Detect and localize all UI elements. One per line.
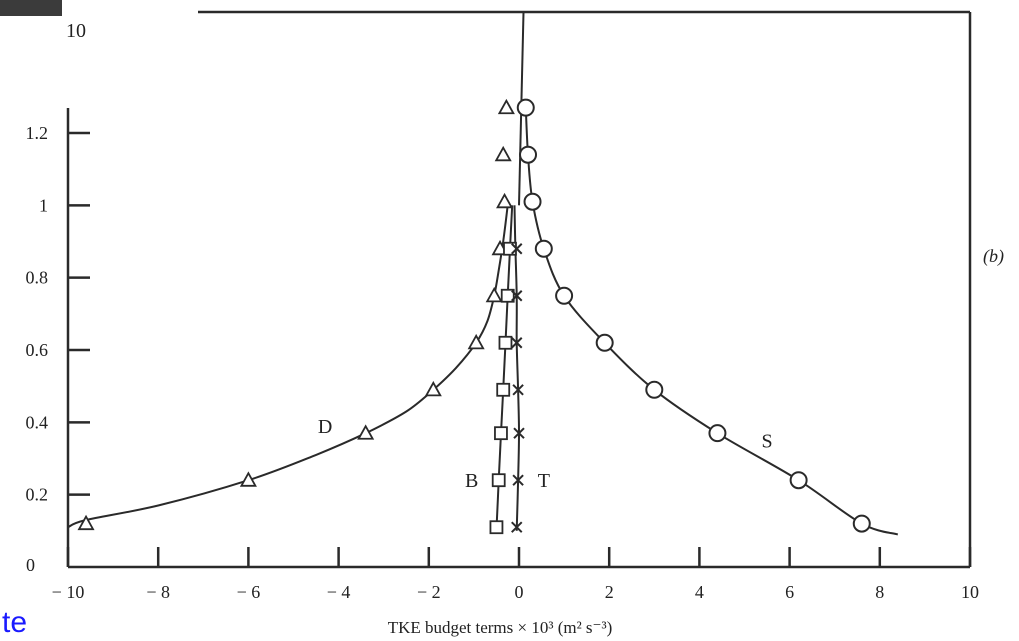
marker-d (357, 424, 375, 440)
marker-t (511, 243, 523, 255)
marker-d (467, 333, 485, 350)
curve-labels: D B T S (318, 416, 773, 492)
x-tick-label: 2 (605, 582, 614, 602)
curve-label-d: D (318, 416, 332, 438)
marker-b (500, 288, 515, 303)
curve-d (67, 205, 509, 529)
marker-b (496, 382, 511, 397)
marker-s (708, 424, 727, 443)
curves-layer (67, 11, 899, 536)
x-tick-label: 6 (785, 582, 794, 602)
marker-d (497, 98, 515, 115)
panel-label: (b) (983, 246, 1004, 267)
y-tick-label: 0.8 (26, 268, 49, 288)
marker-s (519, 145, 538, 164)
x-tick-label: 4 (695, 582, 704, 602)
marker-b (498, 335, 513, 350)
y-tick-label: 0.6 (26, 340, 49, 360)
marker-s (534, 239, 553, 258)
marker-d (485, 286, 503, 303)
x-tick-label: 10 (961, 582, 979, 602)
marker-s (645, 380, 664, 399)
marker-b (494, 426, 508, 441)
x-tick-label: − 8 (146, 582, 170, 602)
cropped-figure-fragment (0, 0, 62, 16)
x-tick-label: − 10 (52, 582, 85, 602)
marker-t (511, 337, 523, 349)
x-tick-label: 8 (875, 582, 884, 602)
y-tick-label: 1 (39, 195, 48, 215)
marker-d (239, 471, 257, 487)
marker-t (513, 427, 525, 439)
y-tick-label: 0.2 (26, 485, 49, 505)
marker-b (491, 473, 506, 488)
markers-layer (77, 98, 871, 535)
x-tick-label: − 4 (327, 582, 351, 602)
marker-b (489, 520, 504, 535)
marker-d (494, 145, 512, 162)
y-tick-label: 0 (26, 555, 35, 575)
y-tick-label: 0.4 (26, 412, 49, 432)
marker-t (511, 290, 523, 302)
marker-t (511, 521, 523, 533)
curve-s (524, 107, 899, 536)
x-tick-label: − 6 (237, 582, 261, 602)
curve-label-t: T (538, 470, 550, 492)
link-fragment[interactable]: te (2, 606, 28, 639)
curve-label-b: B (465, 470, 478, 492)
marker-s (555, 286, 574, 305)
marker-b (503, 241, 517, 256)
x-axis: − 10 − 8 − 6 − 4 − 2 0 2 4 6 8 10 (52, 547, 979, 602)
curve-label-s: S (761, 430, 772, 452)
marker-t (512, 474, 524, 486)
marker-s (516, 98, 535, 117)
marker-d (496, 192, 514, 209)
x-tick-label: 0 (515, 582, 524, 602)
x-tick-label: − 2 (417, 582, 441, 602)
x-axis-label: TKE budget terms × 10³ (m² s⁻³) (388, 618, 613, 637)
marker-s (595, 333, 614, 352)
y-tick-label: 1.2 (26, 123, 49, 143)
marker-d (77, 514, 95, 531)
marker-t (512, 384, 524, 396)
y-axis: 0 0.2 0.4 0.6 0.8 1 1.2 (26, 123, 90, 575)
marker-s (852, 514, 871, 533)
cropped-page-number: 10 (66, 20, 86, 42)
marker-s (789, 471, 808, 490)
marker-s (523, 192, 542, 211)
marker-d (424, 380, 442, 397)
